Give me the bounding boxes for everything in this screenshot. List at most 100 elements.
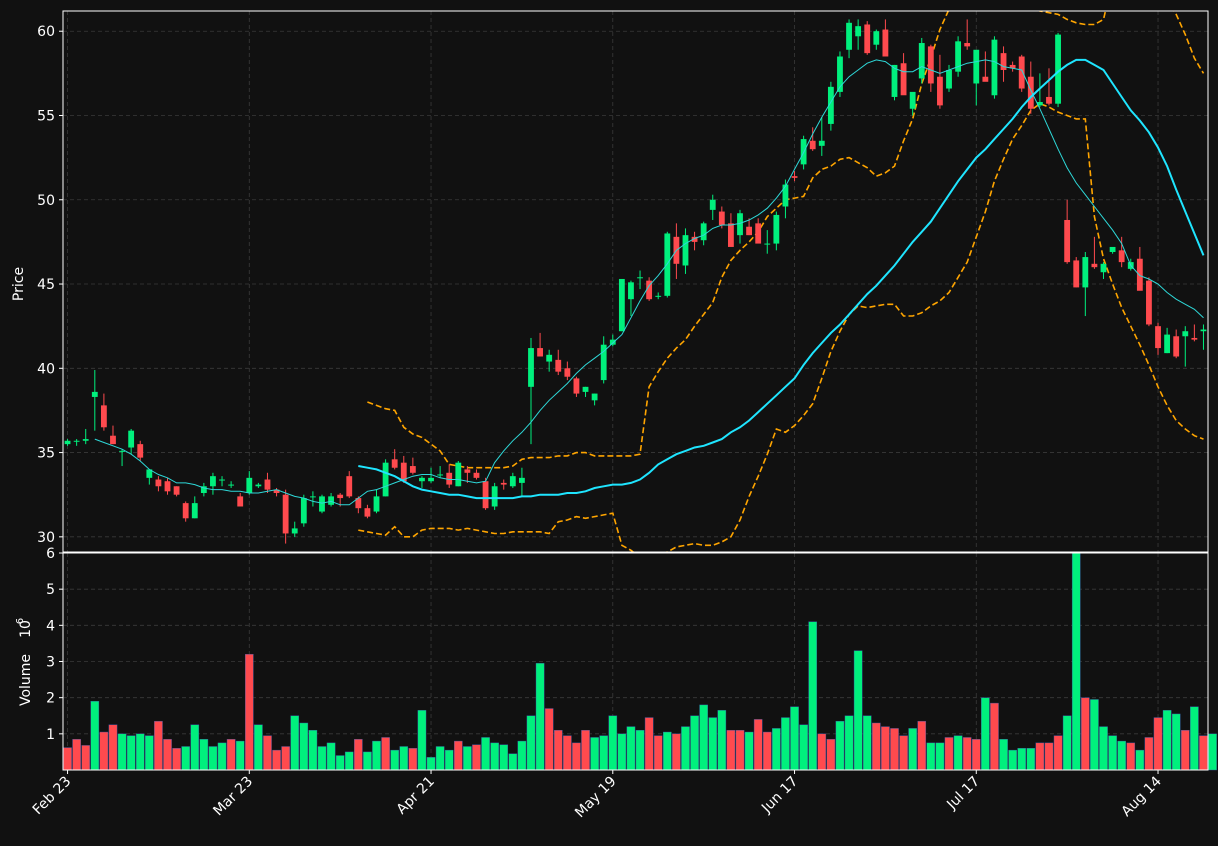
bollinger-upper-line — [367, 11, 1205, 469]
candle-body — [1000, 53, 1007, 70]
candle-body — [1046, 96, 1052, 104]
volume-bar — [635, 730, 645, 771]
volume-bar — [817, 733, 827, 771]
volume-bar — [344, 751, 354, 771]
volume-bar — [1062, 715, 1072, 771]
candle-body — [982, 76, 989, 82]
candle-body — [255, 484, 262, 487]
candle-body — [564, 368, 571, 377]
volume-bar — [553, 730, 563, 771]
candle-body — [1064, 219, 1071, 263]
candle-body — [646, 280, 653, 300]
candle-body — [355, 498, 362, 509]
candle-body — [655, 295, 662, 297]
volume-bar — [971, 739, 981, 771]
volume-bar — [508, 753, 518, 771]
volume-bar — [408, 748, 418, 771]
volume-bar — [290, 715, 300, 771]
candle-body — [500, 482, 507, 485]
candle-body — [1118, 250, 1125, 263]
candle-body — [1036, 102, 1043, 106]
volume-bar — [226, 739, 236, 771]
candle-body — [1100, 263, 1107, 273]
candle-body — [128, 430, 135, 448]
price-tick-label: 30 — [37, 530, 55, 546]
volume-bar — [1035, 742, 1045, 771]
volume-bar — [599, 735, 608, 771]
candle-body — [382, 462, 389, 497]
candle-body — [809, 140, 816, 150]
volume-bar — [626, 726, 636, 771]
candle-body — [482, 481, 489, 509]
volume-bar — [481, 737, 490, 771]
candle-body — [464, 469, 471, 473]
candle-body — [119, 450, 125, 452]
volume-tick-label: 6 — [46, 546, 55, 562]
volume-bar — [499, 744, 509, 771]
price-tick-label: 55 — [37, 108, 55, 124]
candle-body — [918, 43, 925, 79]
price-tick-label: 50 — [37, 193, 55, 209]
volume-bar — [335, 755, 345, 771]
volume-bar — [1099, 726, 1108, 771]
candle-body — [291, 528, 298, 534]
volume-bar — [781, 717, 790, 771]
volume-bar — [1081, 697, 1090, 771]
candle-body — [891, 64, 898, 97]
volume-bar — [254, 724, 263, 771]
candle-body — [1091, 263, 1098, 268]
price-tick-label: 35 — [37, 446, 55, 462]
volume-bar — [172, 748, 181, 771]
volume-axis-label: Volume — [18, 654, 34, 706]
candle-body — [364, 508, 371, 517]
volume-bar — [326, 742, 336, 771]
candle-body — [846, 22, 852, 50]
candle-body — [637, 277, 643, 279]
candle-body — [409, 466, 416, 473]
volume-bar — [826, 739, 836, 771]
volume-bar — [544, 708, 554, 771]
candle-body — [1055, 34, 1061, 104]
x-tick-label: Jun 17 — [758, 774, 801, 817]
volume-bar — [181, 746, 190, 771]
volume-bar — [1208, 733, 1217, 771]
volume-bar — [426, 757, 436, 771]
candle-body — [528, 348, 534, 387]
volume-bar — [726, 730, 736, 771]
volume-bar — [281, 746, 290, 771]
x-tick-label: Feb 23 — [30, 774, 75, 819]
candle-body — [82, 439, 89, 441]
volume-bar — [1026, 748, 1036, 771]
volume-bar — [1171, 713, 1181, 771]
volume-bar — [1144, 737, 1154, 771]
volume-exponent-power: 6 — [15, 618, 26, 624]
volume-bar — [1017, 748, 1026, 771]
candle-body — [664, 233, 671, 296]
volume-bar — [1153, 717, 1163, 771]
candle-body — [1146, 280, 1152, 325]
candle-body — [91, 391, 98, 397]
candle-body — [1009, 64, 1016, 69]
volume-bar — [417, 710, 427, 771]
candle-body — [200, 486, 207, 494]
candle-body — [219, 479, 225, 481]
price-series — [64, 11, 1207, 552]
candle-body — [764, 243, 771, 245]
candle-body — [628, 282, 634, 300]
volume-bar — [990, 702, 999, 771]
volume-bar — [926, 742, 936, 771]
volume-bar — [762, 731, 772, 771]
volume-bar — [263, 735, 272, 771]
moving-average-long-line — [358, 58, 1205, 500]
volume-bar — [899, 735, 908, 771]
candle-body — [455, 462, 462, 487]
x-tick-label: Jul 17 — [943, 774, 983, 814]
candle-body — [191, 503, 198, 519]
volume-bars — [63, 552, 1217, 771]
volume-bar — [90, 701, 100, 771]
candle-body — [419, 477, 425, 482]
candle-body — [1155, 326, 1161, 349]
volume-bar — [1008, 749, 1017, 771]
